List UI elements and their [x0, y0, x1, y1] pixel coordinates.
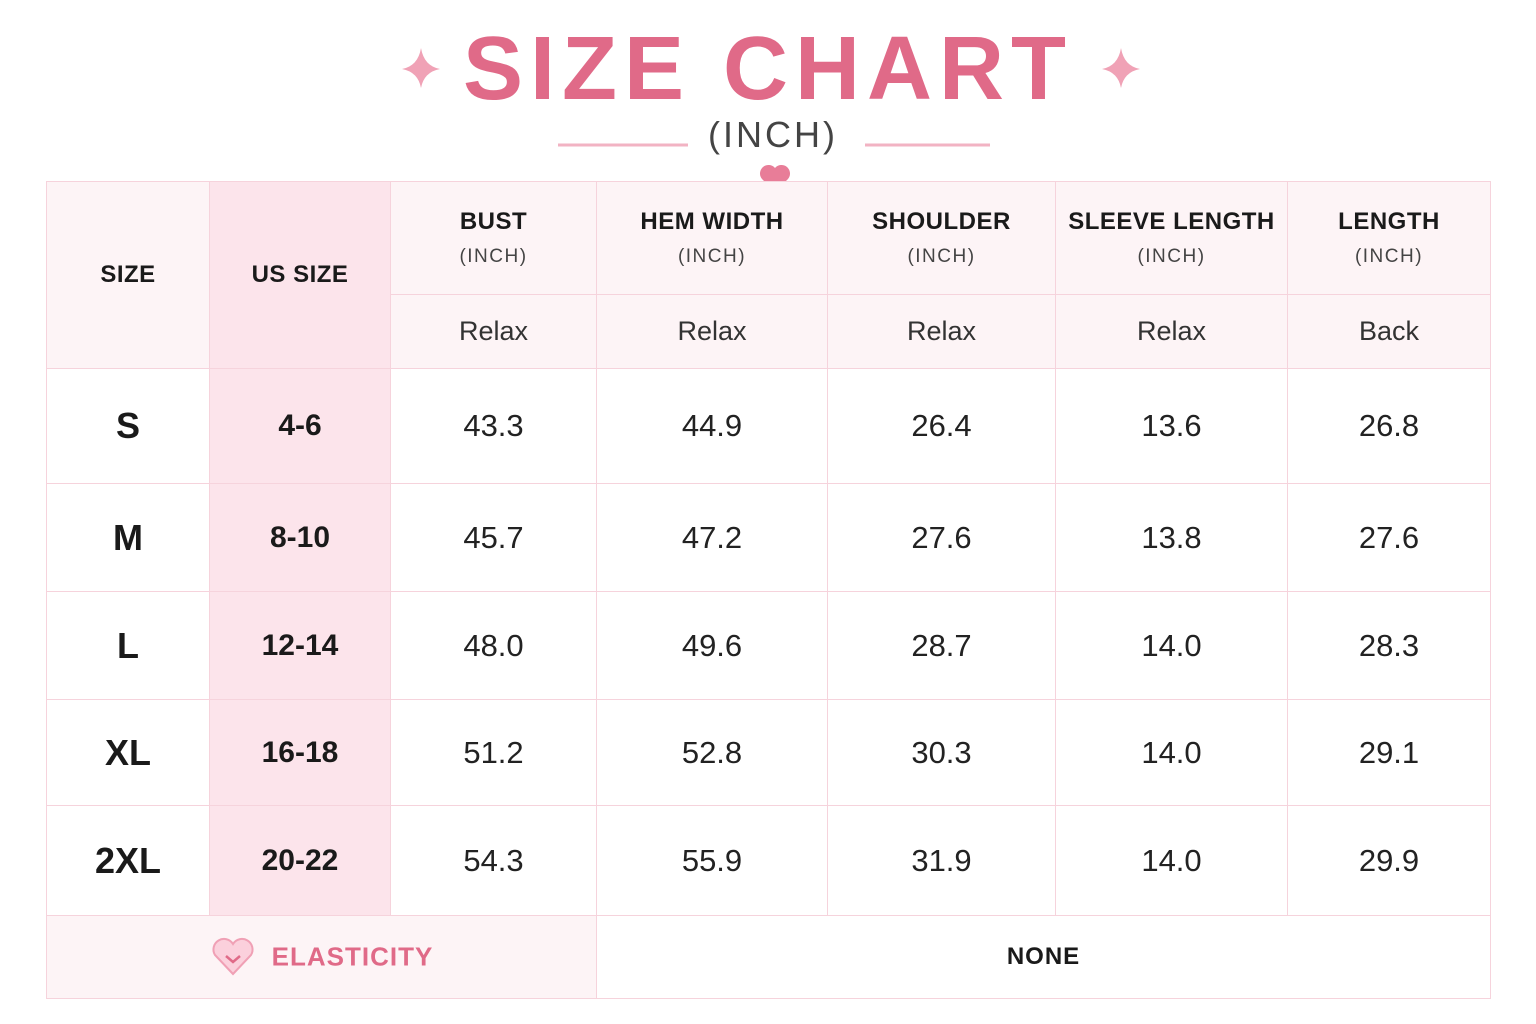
us-size-cell: 16-18: [209, 699, 391, 806]
value-cell: 51.2: [390, 699, 597, 806]
size-cell: XL: [46, 699, 210, 806]
header-cell: LENGTH (INCH): [1287, 181, 1491, 295]
value-cell: 29.9: [1287, 805, 1491, 916]
header-cell: SHOULDER (INCH): [827, 181, 1056, 295]
fit-cell: Relax: [827, 294, 1056, 369]
value-cell: 28.3: [1287, 591, 1491, 700]
value-cell: 30.3: [827, 699, 1056, 806]
value-cell: 52.8: [596, 699, 828, 806]
value-cell: 54.3: [390, 805, 597, 916]
size-cell: L: [46, 591, 210, 700]
data-row: XL 16-18 51.2 52.8 30.3 14.0 29.1: [46, 699, 1491, 806]
column-name: SLEEVE LENGTH: [1068, 208, 1275, 235]
value-cell: 14.0: [1055, 805, 1288, 916]
column-unit: (INCH): [459, 246, 528, 267]
value-cell: 44.9: [596, 368, 828, 484]
sparkle: [402, 48, 440, 88]
data-row: S 4-6 43.3 44.9 26.4 13.6 26.8: [46, 368, 1491, 484]
us-size-cell: 20-22: [209, 805, 391, 916]
fit-cell: Relax: [390, 294, 597, 369]
fit-cell: Relax: [596, 294, 828, 369]
header-row: SIZE US SIZE BUST (INCH) HEM WIDTH (INCH) SHOU…: [46, 181, 1491, 369]
value-cell: 45.7: [390, 483, 597, 592]
footer-label-cell: ELASTICITY: [46, 915, 597, 999]
header-cell: BUST (INCH): [390, 181, 597, 295]
column-unit: (INCH): [1354, 246, 1424, 267]
fit-row: Relax Relax Relax Relax Back: [47, 294, 1491, 369]
data-row: L 12-14 48.0 49.6 28.7 14.0 28.3: [46, 591, 1491, 700]
value-cell: 31.9: [827, 805, 1056, 916]
fit-cell: Back: [1287, 294, 1491, 369]
header-cell: HEM WIDTH (INCH): [596, 181, 828, 295]
value-cell: 49.6: [596, 591, 828, 700]
data-row: M 8-10 45.7 47.2 27.6 13.8 27.6: [46, 483, 1491, 592]
heart-icon: [212, 937, 254, 976]
value-cell: 43.3: [390, 368, 597, 484]
value-cell: 26.8: [1287, 368, 1491, 484]
column-unit: (INCH): [907, 246, 976, 267]
value-cell: 29.1: [1287, 699, 1491, 806]
value-cell: 27.6: [827, 483, 1056, 592]
footer-row: ELASTICITY NONE: [46, 915, 1491, 999]
size-cell: M: [46, 483, 210, 592]
fit-cell: Relax: [1055, 294, 1288, 369]
value-cell: 28.7: [827, 591, 1056, 700]
value-cell: 14.0: [1055, 699, 1288, 806]
value-cell: 14.0: [1055, 591, 1288, 700]
column-name: LENGTH: [1338, 208, 1440, 235]
header-cell: SLEEVE LENGTH (INCH): [1055, 181, 1288, 295]
us-size-cell: 4-6: [209, 368, 391, 484]
header-cell: US SIZE: [209, 181, 391, 369]
size-cell: 2XL: [46, 805, 210, 916]
footer-label: ELASTICITY: [271, 941, 434, 972]
size-table: SIZE US SIZE BUST (INCH) HEM WIDTH (INCH) SHOU…: [46, 181, 1491, 999]
column-name: BUST: [459, 208, 528, 235]
footer-value: NONE: [596, 915, 1491, 999]
value-cell: 47.2: [596, 483, 828, 592]
column-unit: (INCH): [677, 246, 747, 267]
column-name: HEM WIDTH: [640, 208, 784, 235]
us-size-cell: 12-14: [209, 591, 391, 700]
value-cell: 13.8: [1055, 483, 1288, 592]
value-cell: 55.9: [596, 805, 828, 916]
value-cell: 48.0: [390, 591, 597, 700]
decoration: [402, 48, 1140, 192]
value-cell: 13.6: [1055, 368, 1288, 484]
us-size-cell: 8-10: [209, 483, 391, 592]
sparkle: [1102, 48, 1140, 88]
column-name: SHOULDER: [872, 208, 1011, 235]
heart: [759, 164, 791, 192]
data-row: 2XL 20-22 54.3 55.9 31.9 14.0 29.9: [46, 805, 1491, 916]
size-cell: S: [46, 368, 210, 484]
column-unit: (INCH): [1137, 246, 1206, 267]
subtitle: (INCH): [708, 114, 838, 155]
value-cell: 26.4: [827, 368, 1056, 484]
value-cell: 27.6: [1287, 483, 1491, 592]
title: SIZE CHART: [463, 19, 1073, 119]
header-cell: SIZE: [46, 181, 210, 369]
